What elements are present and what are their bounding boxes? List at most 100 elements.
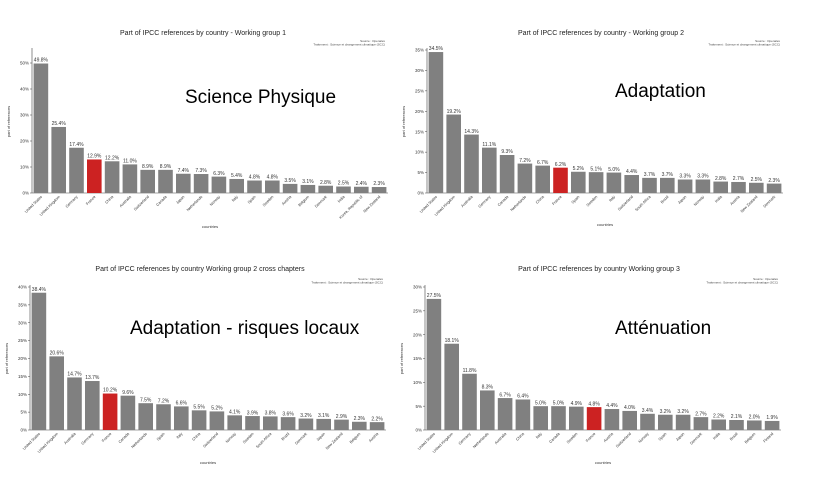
- x-tick-label: Switzerland: [202, 432, 219, 449]
- y-tick-label: 35%: [415, 48, 424, 53]
- chart-annotation: Atténuation: [615, 318, 711, 339]
- y-tick-label: 15%: [415, 129, 424, 134]
- bar-value-label: 6.7%: [499, 392, 511, 398]
- x-tick-label: New Zealand: [325, 432, 344, 451]
- bar-italy: [174, 406, 189, 430]
- x-tick-label: Sweden: [566, 432, 579, 445]
- chart-source-line: Source : Openalex: [753, 277, 778, 281]
- chart-source-line: Traitement : Science et changement clima…: [313, 43, 385, 47]
- bar-austria: [604, 409, 620, 430]
- y-tick-label: 0%: [417, 191, 424, 196]
- bar-new-zealand: [749, 182, 764, 193]
- bar-value-label: 9.3%: [501, 149, 513, 155]
- chart-panel-2: Part of IPCC references by country - Wor…: [401, 30, 783, 227]
- y-tick-label: 40%: [18, 285, 27, 290]
- bar-value-label: 5.4%: [231, 173, 243, 179]
- x-tick-label: Norway: [693, 195, 705, 207]
- x-axis-label: countries: [595, 460, 611, 465]
- bar-value-label: 2.1%: [731, 414, 743, 420]
- bar-australia: [497, 398, 513, 430]
- x-tick-label: Canada: [497, 194, 510, 207]
- bar-value-label: 4.4%: [626, 169, 638, 175]
- x-tick-label: Austria: [281, 194, 293, 206]
- bar-value-label: 4.8%: [249, 175, 261, 181]
- x-tick-label: United States: [417, 432, 436, 451]
- chart-source-line: Source : Openalex: [755, 39, 780, 43]
- bar-norway: [695, 179, 711, 193]
- bar-sweden: [265, 180, 280, 193]
- bar-netherlands: [138, 403, 153, 430]
- bar-united-kingdom: [446, 114, 461, 193]
- bar-value-label: 27.5%: [427, 293, 442, 299]
- x-tick-label: Germany: [65, 195, 79, 209]
- x-tick-label: Netherlands: [186, 195, 203, 212]
- bar-china: [104, 161, 120, 193]
- y-tick-label: 30%: [18, 320, 27, 325]
- bar-brazil: [660, 177, 675, 193]
- x-tick-label: Australia: [63, 431, 77, 445]
- bar-value-label: 2.9%: [336, 414, 348, 420]
- bar-value-label: 2.3%: [768, 178, 780, 184]
- bar-value-label: 13.7%: [85, 375, 100, 381]
- x-tick-label: France: [101, 432, 112, 443]
- chart-source-line: Traitement : Science et changement clima…: [311, 281, 383, 285]
- bar-value-label: 8.3%: [482, 385, 494, 391]
- y-tick-label: 0%: [415, 428, 422, 433]
- bar-united-kingdom: [444, 343, 459, 430]
- bar-value-label: 4.4%: [606, 403, 618, 409]
- bar-spain: [571, 171, 586, 193]
- x-tick-label: France: [85, 195, 96, 206]
- bar-sweden: [569, 406, 584, 430]
- bar-netherlands: [480, 390, 495, 430]
- x-tick-label: Japan: [175, 195, 185, 205]
- x-tick-label: Sweden: [262, 195, 275, 208]
- x-tick-label: France: [585, 432, 596, 443]
- x-tick-label: New Zealand: [363, 195, 382, 214]
- bar-value-label: 14.3%: [464, 129, 479, 135]
- x-tick-label: Italy: [231, 195, 239, 203]
- x-tick-label: Italy: [608, 195, 616, 203]
- bar-value-label: 8.9%: [160, 164, 172, 170]
- bar-value-label: 11.1%: [482, 142, 496, 148]
- bar-value-label: 3.1%: [302, 179, 314, 185]
- x-tick-label: Canada: [155, 194, 168, 207]
- bar-value-label: 4.8%: [267, 175, 279, 181]
- x-tick-label: Japan: [677, 195, 687, 205]
- bar-value-label: 2.0%: [749, 415, 761, 421]
- bar-finland: [764, 420, 780, 430]
- bar-spain: [658, 414, 673, 430]
- x-tick-label: Sweden: [242, 432, 255, 445]
- bar-canada: [158, 169, 173, 193]
- y-tick-label: 0%: [22, 191, 29, 196]
- x-tick-label: Japan: [675, 432, 685, 442]
- x-tick-label: Spain: [156, 432, 166, 442]
- x-tick-label: Australia: [119, 194, 133, 208]
- bar-belgium: [352, 421, 367, 430]
- bar-south-africa: [642, 177, 657, 193]
- x-tick-label: Germany: [81, 432, 95, 446]
- x-tick-label: Norway: [209, 195, 221, 207]
- y-axis-label: part of references: [401, 106, 406, 137]
- bar-value-label: 2.7%: [695, 411, 707, 417]
- bar-value-label: 14.7%: [67, 372, 82, 378]
- x-tick-label: Brazil: [660, 195, 670, 205]
- bar-value-label: 38.4%: [32, 287, 47, 293]
- x-tick-label: Italy: [176, 432, 184, 440]
- chart-source-line: Source : Openalex: [360, 39, 385, 43]
- bar-value-label: 7.4%: [178, 168, 190, 174]
- y-tick-label: 50%: [20, 61, 29, 66]
- bar-value-label: 2.3%: [354, 416, 366, 422]
- y-tick-label: 20%: [413, 332, 422, 337]
- x-tick-label: Finland: [763, 432, 775, 444]
- bar-value-label: 2.8%: [320, 180, 332, 186]
- x-tick-label: Netherlands: [131, 432, 148, 449]
- bar-united-kingdom: [51, 126, 66, 193]
- bar-spain: [156, 404, 171, 430]
- bar-india: [711, 419, 726, 430]
- bar-value-label: 11.0%: [123, 159, 137, 165]
- y-tick-label: 25%: [18, 338, 27, 343]
- x-tick-label: Australia: [460, 194, 474, 208]
- bar-value-label: 3.7%: [662, 172, 674, 178]
- bar-value-label: 3.8%: [265, 411, 277, 417]
